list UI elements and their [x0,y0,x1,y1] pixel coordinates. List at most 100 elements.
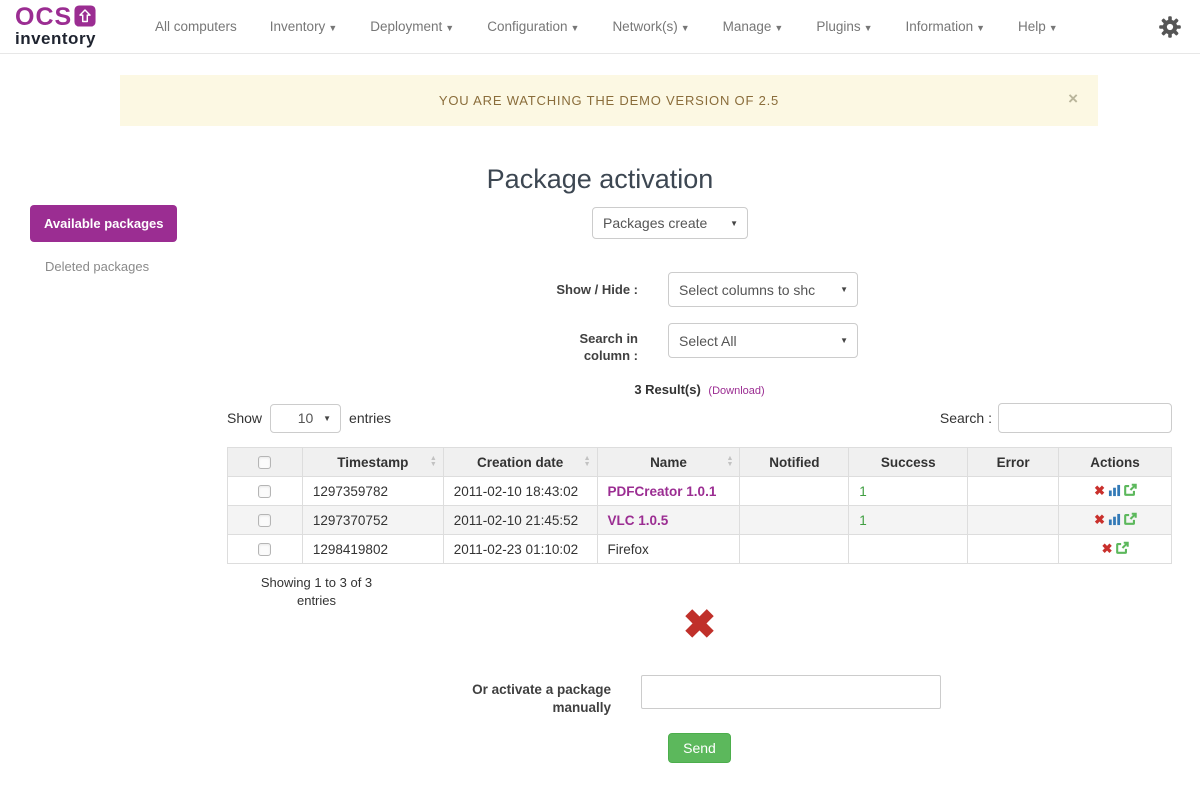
sort-icon: ▲ ▼ [726,455,734,468]
select-arrow-icon: ▼ [730,218,738,228]
activate-icon[interactable] [1115,541,1130,558]
table-row: 1298419802 2011-02-23 01:10:02 Firefox ✖ [227,534,1172,564]
logo-text-ocs: OCS [15,2,73,31]
logo-arrow-icon [74,4,96,32]
header-success: Success [848,447,969,477]
packages-table: Timestamp ▲ ▼ Creation date ▲ ▼ Name ▲ ▼ Notif… [227,447,1172,564]
header-error: Error [967,447,1060,477]
row-checkbox[interactable] [258,543,272,557]
show-hide-label: Show / Hide : [556,282,638,297]
package-name-link[interactable]: VLC 1.0.5 [607,512,669,528]
menu-plugins[interactable]: Plugins ▼ [816,19,873,34]
clear-selection-row: ✖ [227,603,1172,647]
package-type-select[interactable]: Packages create ▼ [592,207,748,239]
header-timestamp[interactable]: Timestamp ▲ ▼ [301,447,444,477]
table-row: 1297370752 2011-02-10 21:45:52 VLC 1.0.5… [227,505,1172,535]
page-title: Package activation [486,164,714,194]
caret-down-icon: ▼ [570,23,580,33]
results-count: 3 Result(s) [634,382,701,397]
select-arrow-icon: ▼ [323,413,332,423]
menu-help[interactable]: Help ▼ [1018,19,1058,34]
select-arrow-icon: ▼ [840,336,848,345]
sort-icon: ▲ ▼ [583,455,591,468]
header-name[interactable]: Name ▲ ▼ [596,447,741,477]
delete-icon[interactable]: ✖ [1101,540,1113,556]
main-menu: All computers Inventory ▼ Deployment ▼ Con… [155,19,1058,34]
search-column-row: Search in column : Select All ▼ [0,323,858,364]
package-name-text: Firefox [607,541,649,557]
settings-gear-icon[interactable] [1158,15,1182,39]
cell-creation-date: 2011-02-10 18:43:02 [442,476,598,506]
menu-configuration[interactable]: Configuration ▼ [487,19,580,34]
cell-error [967,476,1060,506]
package-name-link[interactable]: PDFCreator 1.0.1 [607,483,717,499]
search-column-select[interactable]: Select All ▼ [668,323,858,358]
search-column-label: Search in column : [579,331,638,363]
page-size-select[interactable]: 10 ▼ [270,403,342,433]
menu-networks[interactable]: Network(s) ▼ [612,19,690,34]
cell-timestamp: 1297370752 [301,505,444,535]
row-checkbox[interactable] [258,514,272,528]
entries-label: entries [349,410,392,426]
delete-icon[interactable]: ✖ [1094,511,1105,527]
download-link[interactable]: (Download) [708,385,765,397]
table-search-label: Search : [939,410,992,426]
cell-notified [739,476,850,506]
table-summary: Showing 1 to 3 of 3 entries [260,575,373,608]
show-entries-label: Show [227,410,263,426]
cell-creation-date: 2011-02-23 01:10:02 [442,534,598,564]
results-line: 3 Result(s) (Download) [227,382,1172,397]
cell-success: 1 [859,483,867,499]
header-notified: Notified [739,447,850,477]
delete-icon[interactable]: ✖ [1094,482,1105,498]
cell-creation-date: 2011-02-10 21:45:52 [442,505,598,535]
cell-error [967,534,1060,564]
banner-close-icon[interactable]: × [1068,89,1078,108]
activate-icon[interactable] [1123,483,1137,500]
table-controls: Show 10 ▼ entries Search : [227,403,1172,433]
menu-manage[interactable]: Manage ▼ [722,19,784,34]
demo-banner: YOU ARE WATCHING THE DEMO VERSION OF 2.5… [120,75,1098,126]
caret-down-icon: ▼ [445,23,455,33]
send-button[interactable]: Send [668,733,731,763]
send-row: Send [227,733,1172,763]
cell-error [967,505,1060,535]
caret-down-icon: ▼ [328,23,338,33]
cell-success: 1 [859,512,867,528]
menu-information[interactable]: Information ▼ [905,19,986,34]
statistics-icon[interactable] [1108,513,1121,529]
caret-down-icon: ▼ [1048,23,1058,33]
ocs-inventory-logo[interactable]: OCS inventory [15,2,127,49]
select-arrow-icon: ▼ [840,285,848,294]
logo-text-inventory: inventory [15,28,97,48]
package-type-value: Packages create [603,215,708,231]
clear-selection-icon[interactable]: ✖ [682,603,717,647]
manual-activation-row: Or activate a package manually [227,675,1172,717]
menu-inventory[interactable]: Inventory ▼ [269,19,338,34]
caret-down-icon: ▼ [680,23,690,33]
row-checkbox[interactable] [258,485,272,499]
caret-down-icon: ▼ [863,23,873,33]
menu-deployment[interactable]: Deployment ▼ [370,19,455,34]
demo-banner-text: YOU ARE WATCHING THE DEMO VERSION OF 2.5 [438,93,780,108]
cell-notified [739,534,850,564]
activate-icon[interactable] [1123,512,1137,529]
caret-down-icon: ▼ [976,23,986,33]
manual-activation-label: Or activate a package manually [472,682,611,715]
cell-notified [739,505,850,535]
cell-timestamp: 1298419802 [301,534,444,564]
show-hide-select[interactable]: Select columns to shc ▼ [668,272,858,307]
menu-all-computers[interactable]: All computers [155,19,237,34]
caret-down-icon: ▼ [774,23,784,33]
select-all-checkbox[interactable] [258,456,272,470]
show-hide-row: Show / Hide : Select columns to shc ▼ [0,272,858,307]
available-packages-button[interactable]: Available packages [30,205,178,242]
statistics-icon[interactable] [1108,484,1121,500]
manual-package-input[interactable] [641,675,941,709]
sort-icon: ▲ ▼ [429,455,437,468]
header-creation-date[interactable]: Creation date ▲ ▼ [442,447,598,477]
deleted-packages-link[interactable]: Deleted packages [45,259,150,274]
table-header-row: Timestamp ▲ ▼ Creation date ▲ ▼ Name ▲ ▼ Notif… [227,447,1172,477]
sidebar: Available packages Deleted packages [30,205,200,274]
table-search-input[interactable] [998,403,1172,433]
